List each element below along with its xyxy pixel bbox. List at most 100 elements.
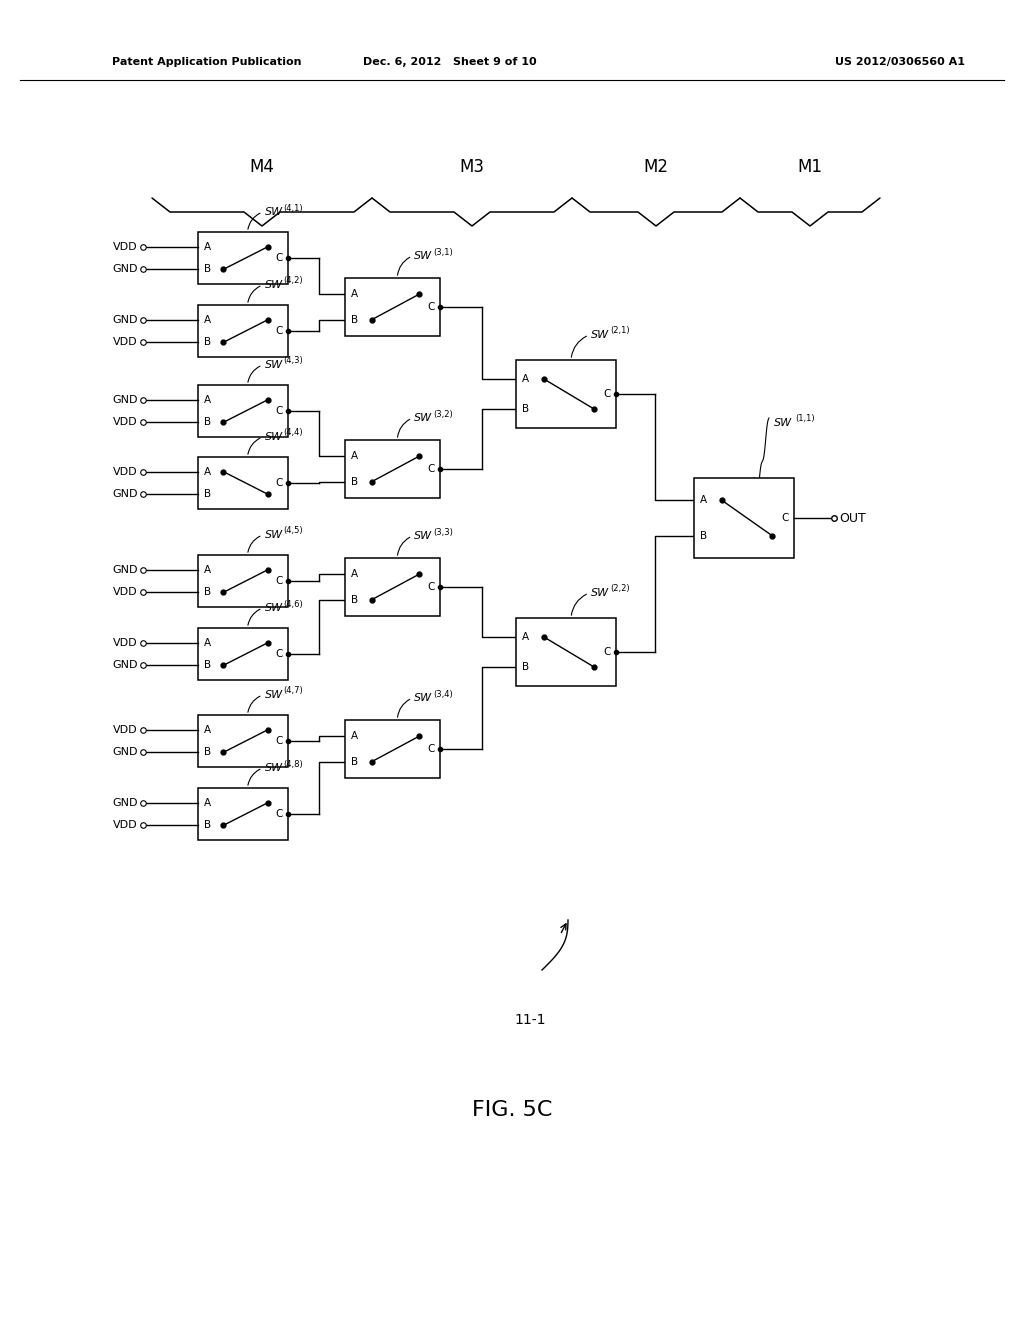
Bar: [198, 305, 288, 356]
Text: A: A: [204, 242, 211, 252]
Text: (4,3): (4,3): [284, 356, 303, 366]
Text: GND: GND: [113, 660, 138, 671]
Text: SW: SW: [415, 413, 432, 422]
Text: VDD: VDD: [114, 638, 138, 648]
Text: SW: SW: [264, 207, 283, 216]
Text: (4,8): (4,8): [284, 759, 303, 768]
Text: B: B: [351, 477, 358, 487]
Text: C: C: [603, 389, 611, 399]
Text: A: A: [522, 374, 529, 384]
Text: B: B: [522, 404, 529, 414]
Text: VDD: VDD: [114, 417, 138, 428]
Text: A: A: [204, 466, 211, 477]
Text: B: B: [351, 595, 358, 605]
Text: C: C: [275, 737, 283, 746]
Text: B: B: [204, 338, 211, 347]
Text: SW: SW: [415, 531, 432, 541]
Text: VDD: VDD: [114, 338, 138, 347]
Text: GND: GND: [113, 490, 138, 499]
Text: B: B: [204, 490, 211, 499]
Text: (4,4): (4,4): [284, 429, 303, 437]
Text: (3,3): (3,3): [433, 528, 454, 536]
Text: C: C: [275, 649, 283, 659]
Text: SW: SW: [591, 330, 609, 341]
Text: GND: GND: [113, 797, 138, 808]
Text: GND: GND: [113, 747, 138, 758]
Text: Patent Application Publication: Patent Application Publication: [112, 57, 301, 67]
Text: A: A: [700, 495, 708, 506]
Text: SW: SW: [774, 418, 793, 428]
Text: A: A: [351, 451, 358, 461]
Text: VDD: VDD: [114, 725, 138, 734]
Text: (4,6): (4,6): [284, 599, 303, 609]
Text: (4,2): (4,2): [284, 276, 303, 285]
Text: B: B: [204, 587, 211, 598]
Text: 11-1: 11-1: [514, 1012, 546, 1027]
Bar: [345, 440, 440, 498]
Bar: [694, 478, 794, 558]
Text: B: B: [204, 660, 211, 671]
Text: A: A: [204, 725, 211, 734]
Text: (3,4): (3,4): [433, 689, 453, 698]
Text: A: A: [351, 569, 358, 579]
Bar: [345, 279, 440, 337]
Text: C: C: [603, 647, 611, 657]
Text: (3,2): (3,2): [433, 409, 453, 418]
Bar: [345, 558, 440, 616]
Text: OUT: OUT: [839, 511, 865, 524]
Bar: [198, 554, 288, 607]
Text: US 2012/0306560 A1: US 2012/0306560 A1: [835, 57, 965, 67]
Bar: [345, 719, 440, 777]
Text: A: A: [204, 797, 211, 808]
Text: (4,5): (4,5): [284, 527, 303, 536]
Text: SW: SW: [264, 360, 283, 370]
Bar: [198, 385, 288, 437]
Text: A: A: [204, 395, 211, 404]
Text: B: B: [204, 264, 211, 275]
Text: SW: SW: [415, 251, 432, 261]
Text: (4,1): (4,1): [284, 203, 303, 213]
Text: A: A: [204, 638, 211, 648]
Text: GND: GND: [113, 395, 138, 404]
Text: (2,1): (2,1): [610, 326, 630, 335]
Text: (3,1): (3,1): [433, 248, 453, 256]
Text: VDD: VDD: [114, 242, 138, 252]
Text: (2,2): (2,2): [610, 585, 630, 594]
Text: C: C: [428, 582, 435, 591]
Text: A: A: [351, 289, 358, 300]
Bar: [198, 457, 288, 510]
Text: VDD: VDD: [114, 587, 138, 598]
Text: SW: SW: [264, 280, 283, 290]
Text: A: A: [351, 731, 358, 742]
Text: A: A: [204, 314, 211, 325]
Text: C: C: [275, 809, 283, 818]
Text: C: C: [275, 478, 283, 488]
Text: FIG. 5C: FIG. 5C: [472, 1100, 552, 1119]
Text: Dec. 6, 2012   Sheet 9 of 10: Dec. 6, 2012 Sheet 9 of 10: [364, 57, 537, 67]
Text: SW: SW: [264, 603, 283, 612]
Text: C: C: [275, 576, 283, 586]
Text: (1,1): (1,1): [795, 414, 815, 424]
Text: C: C: [781, 513, 790, 523]
Text: B: B: [351, 756, 358, 767]
Text: C: C: [275, 407, 283, 416]
Bar: [516, 618, 616, 686]
Text: C: C: [275, 326, 283, 337]
Text: A: A: [522, 632, 529, 642]
Text: SW: SW: [264, 763, 283, 774]
Text: SW: SW: [264, 531, 283, 540]
Text: M1: M1: [798, 158, 822, 176]
Bar: [198, 715, 288, 767]
Text: B: B: [204, 821, 211, 830]
Text: B: B: [204, 417, 211, 428]
Text: VDD: VDD: [114, 466, 138, 477]
Text: C: C: [428, 465, 435, 474]
Text: B: B: [351, 314, 358, 325]
Text: VDD: VDD: [114, 821, 138, 830]
Bar: [198, 628, 288, 680]
Text: B: B: [204, 747, 211, 758]
Text: (4,7): (4,7): [284, 686, 303, 696]
Text: B: B: [522, 661, 529, 672]
Text: M3: M3: [460, 158, 484, 176]
Text: M2: M2: [643, 158, 669, 176]
